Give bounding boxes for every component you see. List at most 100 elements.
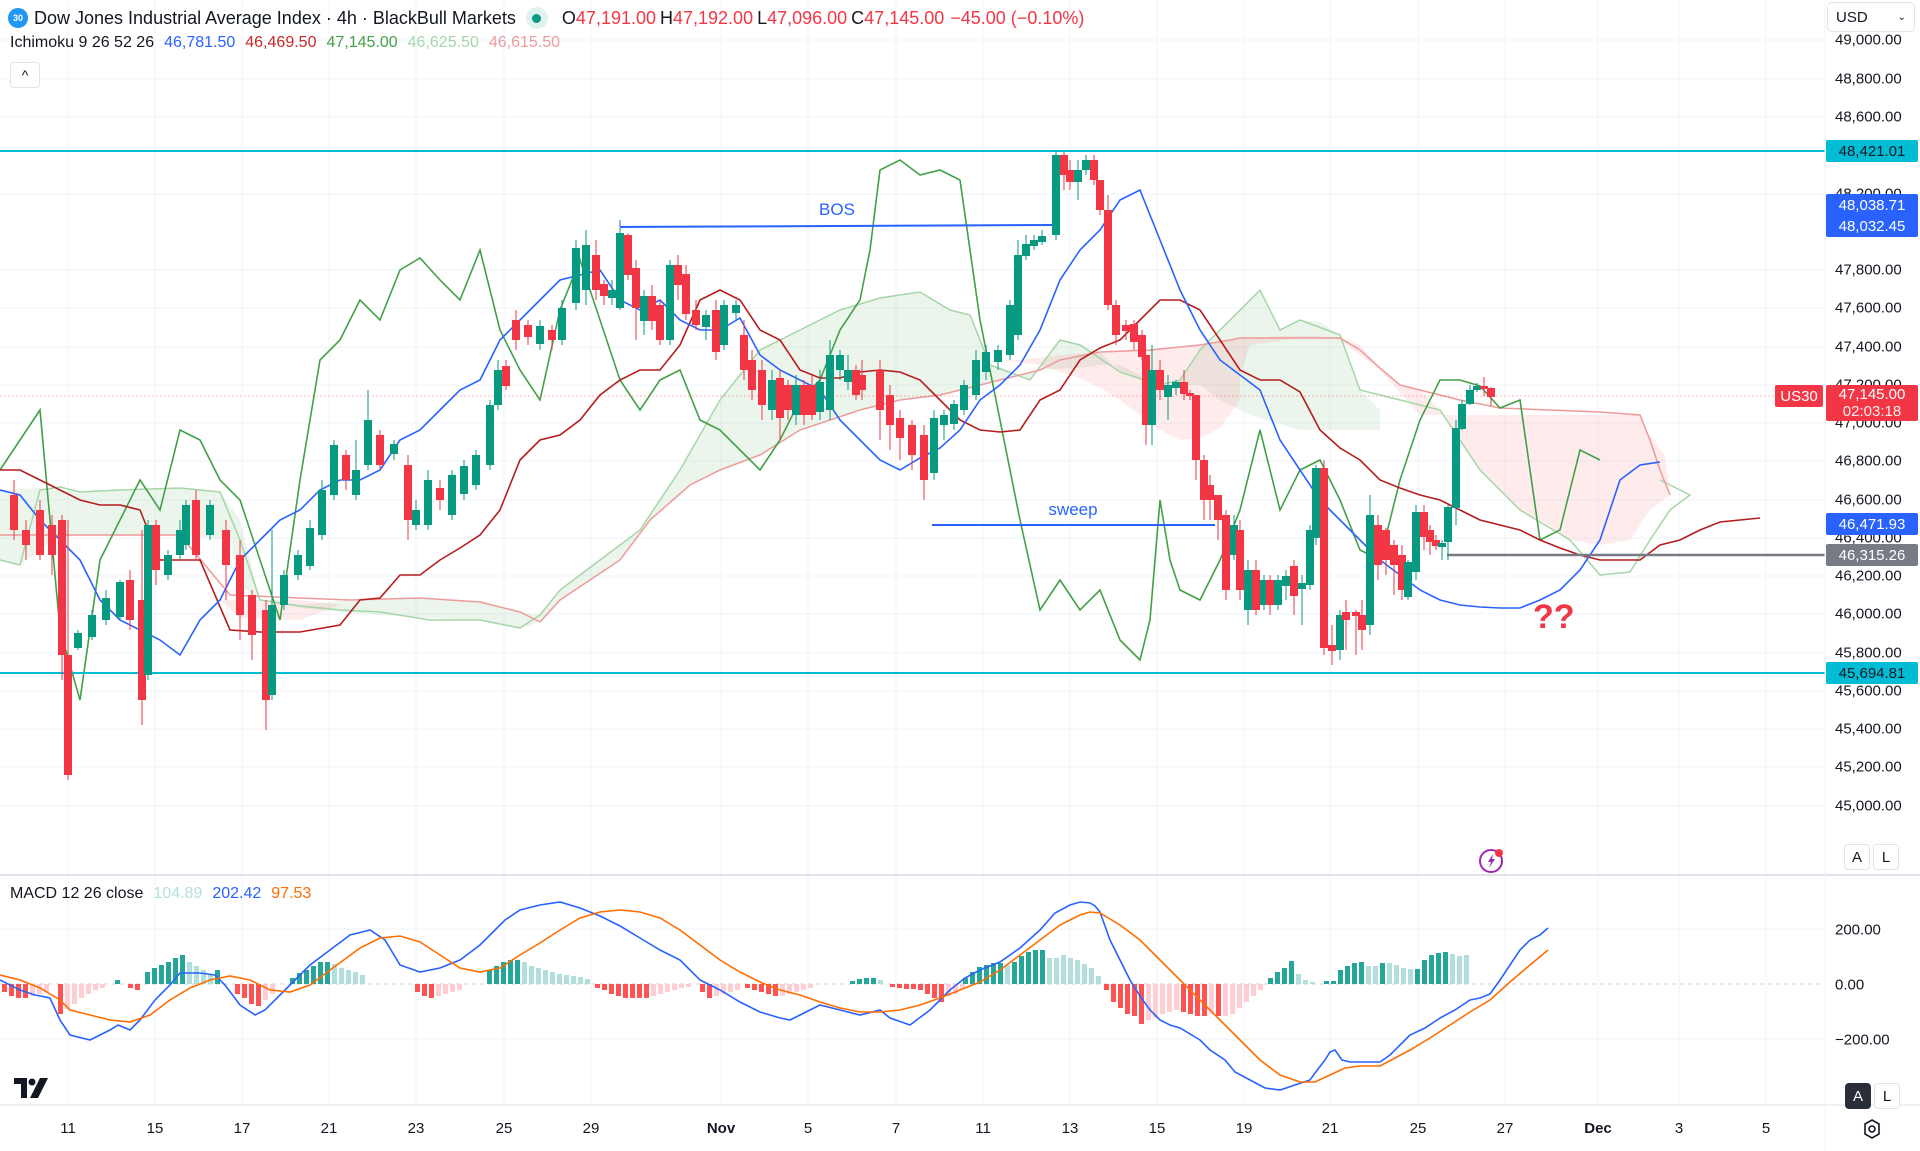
bos-annotation[interactable]: BOS: [819, 200, 855, 219]
high-value: 47,192.00: [673, 7, 754, 28]
candle-down: [10, 480, 18, 540]
candle-down: [1156, 360, 1164, 400]
collapse-legend-button[interactable]: ^: [10, 62, 40, 88]
candle-up: [1230, 515, 1238, 560]
candle-down: [138, 530, 146, 725]
candle-down: [886, 385, 894, 450]
candle-down: [876, 360, 884, 440]
candle-down: [632, 260, 640, 340]
macd-histogram: [2, 950, 1469, 1024]
candle-down: [784, 380, 792, 420]
candle-up: [460, 460, 468, 500]
candle-up: [1282, 570, 1290, 600]
candle-down: [192, 490, 200, 560]
candle-down: [600, 280, 608, 305]
candle-up: [1312, 465, 1320, 545]
price-tick: 48,800.00: [1835, 70, 1902, 88]
support-price-tag: 45,694.81: [1826, 662, 1918, 684]
bos-line: [619, 224, 1056, 228]
macd-legend[interactable]: MACD 12 26 close 104.89 202.42 97.53: [10, 885, 311, 903]
candle-down: [1060, 152, 1068, 190]
candle-up: [1006, 300, 1014, 360]
candle-down: [248, 590, 256, 660]
open-value: 47,191.00: [575, 7, 656, 28]
symbol-legend[interactable]: 30 Dow Jones Industrial Average Index · …: [8, 6, 1084, 30]
price-tick: 45,600.00: [1835, 682, 1902, 700]
candle-up: [994, 345, 1002, 370]
price-tick: 46,800.00: [1835, 452, 1902, 470]
symbol-price-badge: US30: [1775, 385, 1823, 407]
close-value: 47,145.00: [864, 7, 945, 28]
question-annotation[interactable]: ??: [1533, 598, 1575, 636]
price-tick: 46,200.00: [1835, 567, 1902, 585]
candle-up: [732, 300, 740, 320]
time-tick: 5: [803, 1120, 813, 1137]
bos-price-tag: 48,038.71: [1826, 194, 1918, 216]
candle-down: [22, 520, 30, 560]
log-scale-button[interactable]: L: [1873, 844, 1899, 870]
candle-up: [182, 500, 190, 550]
macd-log-scale-button[interactable]: L: [1874, 1083, 1900, 1109]
tradingview-logo-icon[interactable]: [14, 1078, 52, 1098]
candle-down: [682, 265, 690, 320]
candle-up: [1444, 505, 1452, 560]
candle-down: [64, 520, 72, 780]
symbol-title[interactable]: Dow Jones Industrial Average Index · 4h …: [34, 7, 516, 28]
macd-tick: 0.00: [1835, 976, 1865, 994]
candle-up: [1260, 575, 1268, 610]
candle-down: [1290, 560, 1298, 615]
settings-gear-icon[interactable]: [1861, 1118, 1883, 1140]
candle-up: [982, 345, 990, 380]
price-tick: 49,000.00: [1835, 31, 1902, 49]
candle-down: [1200, 455, 1208, 520]
currency-select[interactable]: USD ⌄: [1827, 2, 1915, 32]
time-tick: 11: [975, 1120, 991, 1137]
candle-down: [740, 320, 748, 380]
candles: [10, 150, 1495, 780]
candle-up: [1148, 345, 1156, 445]
sweep-annotation[interactable]: sweep: [1048, 500, 1098, 519]
candle-up: [582, 230, 590, 305]
macd-auto-scale-button[interactable]: A: [1845, 1083, 1871, 1109]
candle-up: [836, 350, 844, 380]
candle-down: [1192, 395, 1200, 480]
span-b-value: 46,615.50: [488, 34, 561, 51]
candle-down: [512, 310, 520, 350]
candle-up: [1052, 150, 1060, 240]
auto-scale-button[interactable]: A: [1844, 844, 1870, 870]
price-tick: 46,000.00: [1835, 605, 1902, 623]
candle-down: [1112, 300, 1120, 345]
time-tick: 29: [582, 1120, 600, 1137]
candle-up: [164, 550, 172, 580]
macd-tick: 200.00: [1835, 921, 1881, 939]
lightning-alert-icon[interactable]: [1478, 846, 1506, 874]
price-tick: 45,200.00: [1835, 758, 1902, 776]
candle-up: [1298, 575, 1306, 625]
price-tick: 45,400.00: [1835, 720, 1902, 738]
candle-down: [548, 325, 556, 350]
candle-up: [1082, 155, 1090, 175]
low-label: L: [757, 7, 768, 28]
time-tick: 23: [407, 1120, 425, 1137]
candle-down: [236, 540, 244, 640]
candle-up: [536, 320, 544, 350]
candle-down: [1090, 155, 1098, 185]
candle-down: [152, 520, 160, 585]
candle-down: [1130, 320, 1138, 350]
time-tick: 17: [233, 1120, 251, 1137]
candle-down: [1487, 387, 1495, 406]
candle-up: [494, 360, 502, 410]
candle-up: [448, 470, 456, 520]
ichimoku-label[interactable]: Ichimoku 9 26 52 26: [10, 34, 155, 51]
candle-down: [1186, 390, 1194, 400]
candle-down: [1398, 545, 1406, 600]
candle-up: [768, 370, 776, 420]
time-tick: 13: [1061, 1120, 1079, 1137]
level-price-tag: 46,315.26: [1826, 544, 1918, 566]
candle-up: [558, 300, 566, 345]
ichimoku-legend[interactable]: Ichimoku 9 26 52 26 46,781.50 46,469.50 …: [10, 34, 560, 52]
candle-down: [1104, 195, 1112, 310]
candle-up: [616, 228, 624, 310]
macd-label[interactable]: MACD 12 26 close: [10, 885, 144, 902]
